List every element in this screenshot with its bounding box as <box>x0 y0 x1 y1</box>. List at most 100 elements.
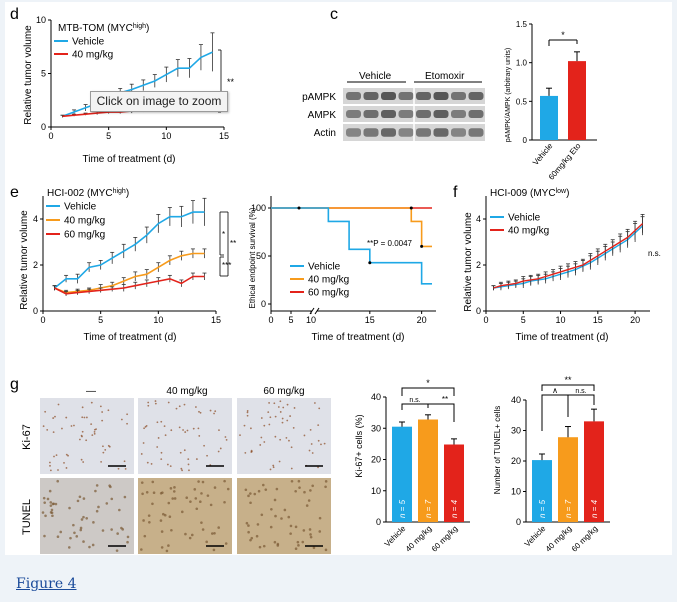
panel-e-xlabel: Time of treatment (d) <box>84 332 177 343</box>
zoom-tooltip[interactable]: Click on image to zoom <box>90 91 228 112</box>
sig-label: n.s. <box>409 397 420 404</box>
cell-dot <box>180 467 183 470</box>
blot-label-ampk: AMPK <box>308 110 337 121</box>
cell-dot <box>255 534 259 538</box>
cell-dot <box>150 463 153 465</box>
cell-dot <box>317 424 320 427</box>
cell-dot <box>43 501 46 504</box>
x-tick-label: 0 <box>48 131 53 141</box>
cell-dot <box>294 489 297 493</box>
x-tick-label: 15 <box>365 315 375 325</box>
sig-label: ** <box>564 375 572 385</box>
bar-2 <box>584 421 604 522</box>
cell-dot <box>44 410 47 413</box>
y-tick-label: 0 <box>376 517 381 527</box>
cell-dot <box>73 424 75 427</box>
panel-letter-g: g <box>10 376 19 393</box>
cell-dot <box>54 502 58 506</box>
y-tick-label: 0.5 <box>516 97 528 106</box>
cell-dot <box>195 458 198 460</box>
cell-dot <box>268 423 271 426</box>
x-tick-label: 0 <box>483 315 488 325</box>
cell-dot <box>144 425 147 428</box>
cell-dot <box>164 434 167 437</box>
y-tick-label: 40 <box>511 395 521 405</box>
cell-dot <box>264 488 268 491</box>
y-tick-label: 0 <box>476 306 481 316</box>
cell-dot <box>323 442 326 445</box>
cell-dot <box>250 449 253 452</box>
blot-band <box>433 128 449 137</box>
cell-dot <box>187 463 190 466</box>
survival-xlabel: Time of treatment (d) <box>312 332 405 343</box>
cell-dot <box>73 531 76 535</box>
cell-dot <box>118 508 121 512</box>
cell-dot <box>141 492 144 496</box>
cell-dot <box>287 515 291 519</box>
cell-dot <box>206 454 208 457</box>
cell-dot <box>263 441 266 443</box>
legend-label: 40 mg/kg <box>64 216 105 227</box>
cell-dot <box>272 464 275 467</box>
cell-dot <box>78 495 82 499</box>
cell-dot <box>183 403 186 406</box>
cell-dot <box>172 490 176 493</box>
cell-dot <box>41 511 45 514</box>
cell-dot <box>167 544 170 547</box>
cell-dot <box>226 487 230 491</box>
survival-line-1 <box>271 207 432 248</box>
cell-dot <box>272 466 275 469</box>
cell-dot <box>194 497 198 500</box>
sig-bracket <box>401 387 455 396</box>
panel-d-ylabel: Relative tumor volume <box>23 25 34 125</box>
cell-dot <box>218 429 220 431</box>
blot-band <box>381 128 396 137</box>
cell-dot <box>147 401 150 404</box>
cell-dot <box>262 544 266 548</box>
panel-e-title: HCI-002 (MYChigh) <box>47 188 129 199</box>
blot-band <box>433 92 449 100</box>
cell-dot <box>46 497 50 501</box>
cell-dot <box>249 538 252 542</box>
panel-f-ylabel: Relative tumor volume <box>463 212 474 312</box>
series-line-0 <box>62 51 213 118</box>
cell-dot <box>165 549 169 553</box>
panel-g-micrographs: — 40 mg/kg 60 mg/kg Ki-67 TUNEL <box>21 386 331 554</box>
cell-dot <box>126 413 129 416</box>
cell-dot <box>317 466 319 469</box>
cell-dot <box>260 417 263 419</box>
legend-label: Vehicle <box>308 262 341 273</box>
cell-dot <box>85 439 88 442</box>
cell-dot <box>200 492 203 495</box>
blot-band <box>433 110 449 118</box>
cell-dot <box>102 451 105 454</box>
cell-dot <box>88 545 91 549</box>
cell-dot <box>309 533 312 536</box>
micrograph-row-ki67: Ki-67 <box>21 424 33 450</box>
cell-dot <box>90 401 93 404</box>
cell-dot <box>186 429 189 432</box>
cell-dot <box>82 461 85 463</box>
cell-dot <box>110 497 114 501</box>
x-tick-label: 5 <box>106 131 111 141</box>
cell-dot <box>163 425 166 428</box>
cell-dot <box>224 542 228 545</box>
cell-dot <box>181 469 183 472</box>
cell-dot <box>244 488 248 492</box>
censor-mark <box>409 206 413 210</box>
cell-dot <box>179 451 182 454</box>
cell-dot <box>311 452 314 454</box>
cell-dot <box>173 497 177 500</box>
cell-dot <box>115 549 119 552</box>
cell-dot <box>49 461 51 464</box>
cell-dot <box>124 467 127 470</box>
x-tick-label: 0 <box>268 315 273 325</box>
figure-link[interactable]: Figure 4 <box>16 576 77 592</box>
legend-label: Vehicle <box>64 202 97 213</box>
cell-dot <box>311 484 314 488</box>
cell-dot <box>249 492 252 495</box>
y-tick-label: 1.0 <box>516 59 528 68</box>
cell-dot <box>309 428 312 431</box>
cell-dot <box>105 502 109 505</box>
